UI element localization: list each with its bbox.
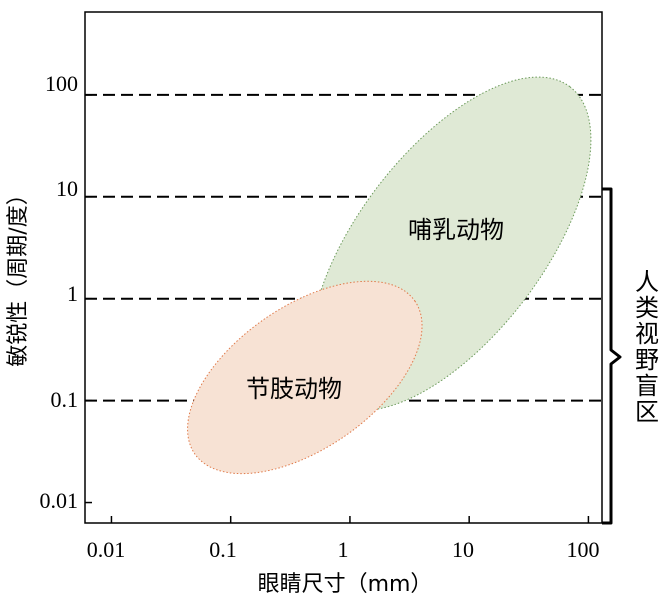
y-tick-label: 0.01 [40,488,79,513]
region-label-arthropods: 节肢动物 [246,375,342,403]
x-tick-label: 1 [338,537,349,562]
blind-zone-bracket [602,187,622,525]
regions [187,76,592,475]
region-label-mammals: 哺乳动物 [408,216,504,244]
blind-zone-label: 人类视野盲区 [635,268,659,426]
x-tick-label: 0.01 [87,537,126,562]
plot-frame [84,11,603,524]
x-axis-label: 眼睛尺寸（mm） [258,572,433,597]
x-tick-label: 0.1 [209,537,237,562]
y-tick-label: 10 [56,176,78,201]
tick-marks [85,94,590,523]
y-tick-label: 0.1 [51,387,79,412]
y-tick-label: 100 [45,71,78,96]
y-tick-label: 1 [67,281,78,306]
x-tick-label: 10 [452,537,474,562]
y-axis-label: 敏锐性（周期/度） [6,183,31,366]
region-arthropods [187,280,423,475]
x-tick-label: 100 [567,537,600,562]
